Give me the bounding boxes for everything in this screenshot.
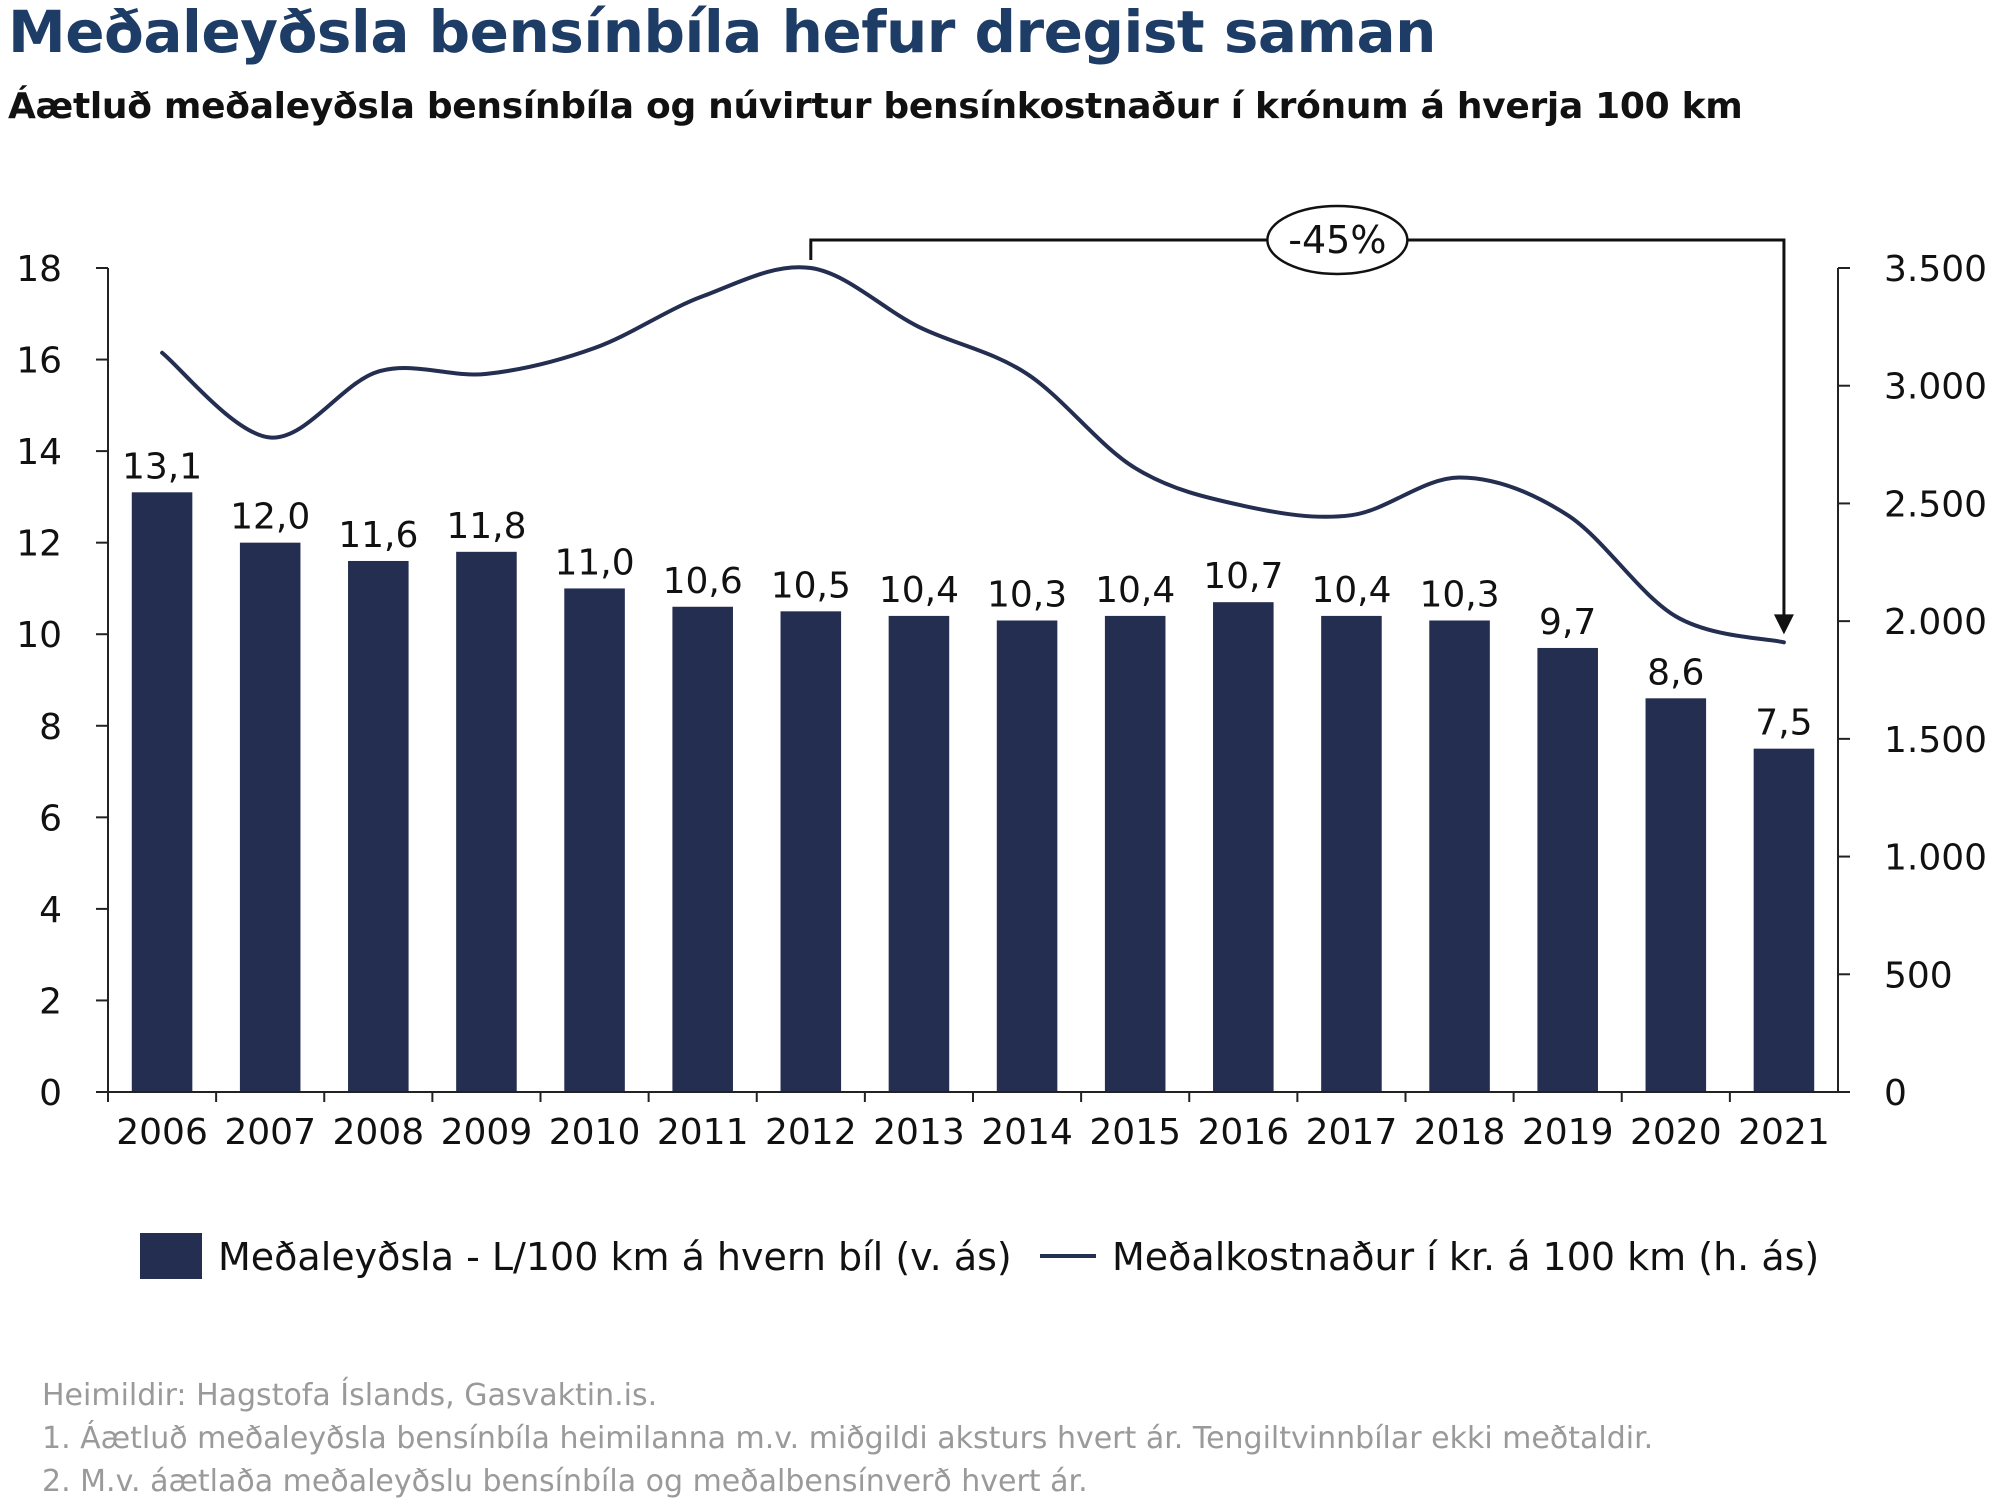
y-left-tick-label-6: 6 [39,798,62,839]
bar-label-2007: 12,0 [230,497,310,538]
annotation-arrowhead [1773,614,1794,635]
bar-label-2006: 13,1 [122,446,202,487]
bar-2009 [456,551,517,1092]
annotation-bracket [809,238,1786,617]
y-right-tick-label-1.500: 1.500 [1884,720,1987,761]
bar-label-2008: 11,6 [338,515,418,556]
bar-2017 [1321,615,1382,1092]
bar-2018 [1429,620,1490,1092]
footnotes: Heimildir: Hagstofa Íslands, Gasvaktin.i… [42,1374,1653,1503]
y-right-tick-label-500: 500 [1884,955,1953,996]
bar-2013 [888,615,950,1092]
bar-2019 [1537,647,1598,1092]
y-left-tick-label-14: 14 [16,432,62,473]
x-tick-label-2015: 2015 [1089,1112,1181,1153]
bar-2021 [1753,748,1815,1092]
y-left-tick-label-8: 8 [39,707,62,748]
y-left-tick-label-16: 16 [16,341,62,382]
bar-label-2010: 11,0 [554,542,634,583]
x-tick-label-2016: 2016 [1198,1112,1290,1153]
annotation-label: -45% [1288,218,1386,262]
x-tick-label-2018: 2018 [1414,1112,1506,1153]
bar-2008 [348,560,409,1092]
bar-label-2020: 8,6 [1647,652,1704,693]
bar-2016 [1213,602,1274,1092]
bar-2011 [672,606,733,1092]
chart-title: Meðaleyðsla bensínbíla hefur dregist sam… [8,0,1436,66]
chart-subtitle: Áætluð meðaleyðsla bensínbíla og núvirtu… [8,86,1743,127]
source-note: Heimildir: Hagstofa Íslands, Gasvaktin.i… [42,1378,658,1413]
bar-label-2016: 10,7 [1203,556,1283,597]
bar-label-2019: 9,7 [1539,602,1596,643]
axes: 0 2 4 6 8 10 12 14 16 18 0 500 1.000 1.500 2.000 2.500 3… [16,249,1987,1153]
x-tick-label-2006: 2006 [116,1112,208,1153]
bar-data-labels: 13,1 12,0 11,6 11,8 11,0 10,6 10,5 10,4 10,3 10,4… [122,446,1813,743]
combo-chart: 13,1 12,0 11,6 11,8 11,0 10,6 10,5 10,4 10,3 10,4… [16,204,1987,1279]
legend-line-label: Meðalkostnaður í kr. á 100 km (h. ás) [1112,1235,1819,1279]
bar-label-2014: 10,3 [987,574,1067,615]
y-right-tick-label-0: 0 [1884,1073,1907,1114]
y-left-tick-label-0: 0 [39,1073,62,1114]
legend-bar-swatch [140,1233,202,1279]
x-tick-label-2007: 2007 [224,1112,316,1153]
y-right-tick-label-3.000: 3.000 [1884,367,1987,408]
bar-label-2012: 10,5 [771,565,851,606]
x-tick-label-2009: 2009 [441,1112,533,1153]
bar-label-2015: 10,4 [1095,570,1175,611]
bar-label-2011: 10,6 [663,561,743,602]
y-right-tick-label-2.500: 2.500 [1884,484,1987,525]
x-tick-label-2021: 2021 [1738,1112,1830,1153]
y-right-tick-label-2.000: 2.000 [1884,602,1987,643]
bar-label-2021: 7,5 [1755,703,1812,744]
y-left-tick-label-12: 12 [16,524,62,565]
y-left-tick-label-18: 18 [16,249,62,290]
footnote-1: 1. Áætluð meðaleyðsla bensínbíla heimila… [42,1421,1654,1456]
bar-2010 [564,588,625,1092]
x-tick-label-2020: 2020 [1630,1112,1722,1153]
footnote-2: 2. M.v. áætlaða meðaleyðslu bensínbíla o… [42,1464,1088,1499]
x-tick-label-2008: 2008 [333,1112,425,1153]
y-left-tick-label-4: 4 [39,890,62,931]
bar-2015 [1104,615,1166,1092]
y-left-tick-label-2: 2 [39,981,62,1022]
y-right-tick-label-3.500: 3.500 [1884,249,1987,290]
bar-2007 [239,542,301,1092]
y-left-tick-label-10: 10 [16,615,62,656]
bar-2012 [780,611,842,1092]
x-tick-label-2011: 2011 [657,1112,749,1153]
bar-label-2009: 11,8 [446,506,526,547]
bar-label-2017: 10,4 [1311,570,1391,611]
bar-2014 [996,620,1058,1092]
bar-label-2018: 10,3 [1419,574,1499,615]
x-tick-label-2017: 2017 [1306,1112,1398,1153]
x-tick-label-2013: 2013 [873,1112,965,1153]
x-tick-label-2014: 2014 [981,1112,1073,1153]
bar-series [131,492,1815,1092]
annotation-ellipse [1266,204,1409,276]
bar-label-2013: 10,4 [879,570,959,611]
x-tick-label-2019: 2019 [1522,1112,1614,1153]
legend-bar-label: Meðaleyðsla - L/100 km á hvern bíl (v. á… [218,1235,1012,1279]
change-annotation: -45% [809,204,1794,635]
y-right-tick-label-1.000: 1.000 [1884,838,1987,879]
bar-2020 [1645,698,1707,1092]
x-tick-label-2012: 2012 [765,1112,857,1153]
bar-2006 [131,492,193,1092]
x-tick-label-2010: 2010 [549,1112,641,1153]
legend: Meðaleyðsla - L/100 km á hvern bíl (v. á… [140,1233,1819,1279]
cost-line-series [160,265,1786,645]
